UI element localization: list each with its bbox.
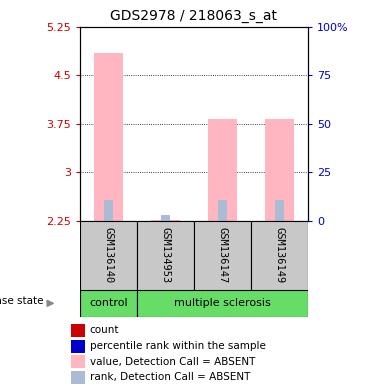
Text: GSM134953: GSM134953 (160, 227, 170, 283)
Bar (71, 324, 85, 337)
Bar (275, 200, 283, 221)
Bar (208, 119, 236, 221)
Text: GSM136140: GSM136140 (103, 227, 113, 283)
Bar (151, 220, 179, 221)
Bar (71, 371, 85, 384)
Bar (137, 221, 194, 290)
Bar (71, 355, 85, 368)
Text: GSM136147: GSM136147 (217, 227, 227, 283)
Bar (137, 290, 308, 317)
Bar (251, 221, 308, 290)
Bar (104, 200, 112, 221)
Text: disease state: disease state (0, 296, 44, 306)
Bar (71, 339, 85, 353)
Bar (218, 200, 226, 221)
Text: count: count (90, 326, 119, 336)
Text: value, Detection Call = ABSENT: value, Detection Call = ABSENT (90, 357, 255, 367)
Bar (265, 119, 293, 221)
Text: GSM136149: GSM136149 (274, 227, 284, 283)
Text: control: control (89, 298, 128, 308)
Bar (161, 215, 169, 221)
Text: percentile rank within the sample: percentile rank within the sample (90, 341, 266, 351)
Bar (80, 290, 137, 317)
Bar (80, 221, 137, 290)
Text: rank, Detection Call = ABSENT: rank, Detection Call = ABSENT (90, 372, 250, 382)
Text: multiple sclerosis: multiple sclerosis (174, 298, 271, 308)
Bar (194, 221, 251, 290)
Bar (94, 53, 122, 221)
Title: GDS2978 / 218063_s_at: GDS2978 / 218063_s_at (110, 9, 277, 23)
